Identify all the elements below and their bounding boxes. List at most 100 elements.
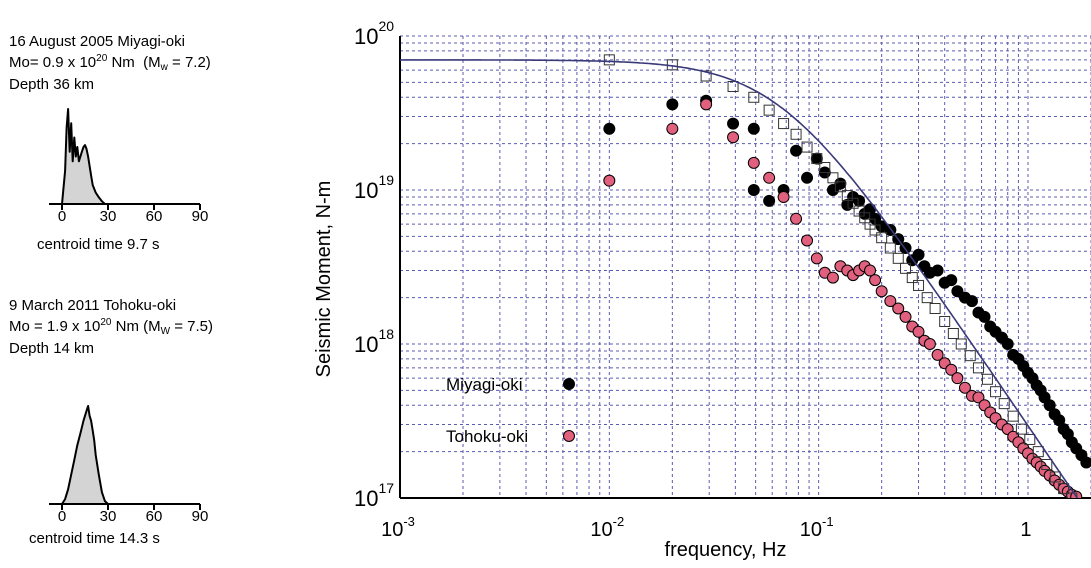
plot-area: [400, 54, 1091, 498]
model-square-point: [790, 128, 802, 140]
miyagi-oki-point: [1080, 456, 1091, 469]
stf-axis-label: s: [103, 220, 111, 225]
brune-model-curve: [400, 59, 1079, 498]
stf-tick-label: 0: [58, 508, 66, 525]
stf-tick-label: 90: [192, 208, 209, 225]
model-square-point: [913, 279, 925, 291]
miyagi-oki-point: [801, 171, 814, 184]
miyagi-oki-point: [603, 122, 616, 135]
model-square-point: [981, 373, 993, 385]
tohoku-oki-point: [777, 191, 790, 204]
stf-tick-label: 0: [58, 208, 66, 225]
miyagi-oki-point: [931, 264, 944, 277]
model-square-point: [939, 315, 951, 327]
legend-marker: [563, 378, 575, 390]
stf-tick-label: 60: [146, 208, 163, 225]
stf-waveform: [61, 405, 109, 505]
model-square-point: [700, 70, 712, 82]
event-1-depth: Depth 36 km: [9, 76, 95, 93]
stf-tick-label: 30: [100, 208, 117, 225]
model-square-point: [947, 327, 959, 339]
legend-label: Tohoku-oki: [446, 427, 528, 446]
tohoku-oki-point: [875, 285, 888, 298]
stf-tick-label: 30: [100, 508, 117, 525]
model-square-point: [603, 54, 615, 66]
tohoku-oki-point: [790, 212, 803, 225]
model-square-point: [884, 242, 896, 254]
model-square-point: [748, 91, 760, 103]
miyagi-oki-point: [747, 184, 760, 196]
model-square-point: [1066, 492, 1078, 498]
tohoku-oki-point: [892, 302, 905, 315]
event-2-depth: Depth 14 km: [9, 340, 95, 357]
x-tick-label: 10-3: [381, 514, 415, 541]
legend-marker: [563, 430, 575, 442]
model-square-point: [1007, 410, 1019, 422]
tohoku-oki-point: [763, 171, 776, 184]
model-square-point: [1024, 433, 1036, 445]
tohoku-oki-point: [899, 310, 912, 323]
tohoku-oki-point: [972, 391, 985, 404]
model-square-point: [853, 205, 865, 217]
x-axis-label: frequency, Hz: [665, 539, 787, 561]
model-square-point: [819, 161, 831, 173]
miyagi-oki-point: [834, 177, 847, 190]
model-square-point: [827, 172, 839, 184]
x-tick-label: 10-2: [590, 514, 624, 541]
miyagi-oki-point: [965, 295, 978, 308]
model-square-point: [847, 197, 859, 209]
tohoku-oki-point: [931, 348, 944, 361]
model-square-point: [876, 232, 888, 244]
miyagi-oki-point: [912, 248, 925, 261]
tohoku-oki-point: [700, 98, 713, 111]
event-2-moment: Mo = 1.9 x 1020 Nm (MW = 7.5): [9, 317, 214, 337]
y-tick-label: 1020: [354, 18, 394, 49]
tohoku-oki-point: [923, 338, 936, 350]
miyagi-oki-point: [978, 310, 991, 323]
tohoku-oki-point: [864, 264, 877, 277]
moment-spectrum-chart: 10-3 10-2 10-1 1 1017 1018 1019 1020 frequency, …: [313, 18, 1091, 561]
y-tick-label: 1017: [354, 480, 394, 511]
model-square-point: [811, 153, 823, 165]
miyagi-oki-point: [1001, 338, 1014, 350]
model-square-point: [900, 262, 912, 274]
tohoku-oki-point: [945, 363, 958, 376]
miyagi-oki-point: [666, 98, 679, 111]
model-square-point: [834, 181, 846, 193]
miyagi-oki-point: [951, 285, 964, 298]
event-2-title: 9 March 2011 Tohoku-oki: [9, 297, 177, 314]
model-square-point: [906, 272, 918, 284]
miyagi-oki-point: [790, 144, 803, 157]
tohoku-oki-point: [912, 325, 925, 338]
tohoku-oki-point: [727, 131, 740, 144]
y-axis-label: Seismic Moment, N-m: [313, 181, 335, 378]
model-square-point: [1049, 471, 1061, 483]
model-square-point: [929, 303, 941, 315]
model-square-point: [869, 224, 881, 236]
model-square-point: [763, 104, 775, 116]
tohoku-oki-point: [747, 156, 760, 169]
event-1-centroid-time: centroid time 9.7 s: [37, 236, 160, 253]
model-square-point: [778, 118, 790, 130]
model-square-point: [801, 141, 813, 153]
tohoku-oki-point: [801, 234, 814, 247]
model-square-point: [990, 386, 1002, 398]
stf-waveform: [61, 108, 106, 205]
event-2-centroid-time: centroid time 14.3 s: [29, 530, 160, 547]
y-tick-label: 1019: [354, 172, 394, 203]
x-tick-label: 1: [1020, 519, 1031, 541]
stf-tick-label: 90: [192, 508, 209, 525]
miyagi-oki-point: [763, 194, 776, 207]
model-square-point: [955, 338, 967, 350]
event-1-moment: Mo= 0.9 x 1020 Nm (Mw = 7.2): [9, 53, 211, 73]
event-2-source-time-function: 0 30 60 90 s: [49, 405, 209, 525]
tohoku-oki-point: [869, 274, 882, 287]
model-square-point: [892, 252, 904, 264]
model-square-point: [921, 292, 933, 304]
miyagi-oki-point: [727, 117, 740, 130]
model-square-point: [964, 350, 976, 362]
tohoku-oki-point: [951, 372, 964, 385]
event-panel: 16 August 2005 Miyagi-oki Mo= 0.9 x 1020…: [0, 0, 300, 568]
miyagi-oki-point: [853, 194, 866, 207]
model-square-point: [1058, 483, 1070, 495]
